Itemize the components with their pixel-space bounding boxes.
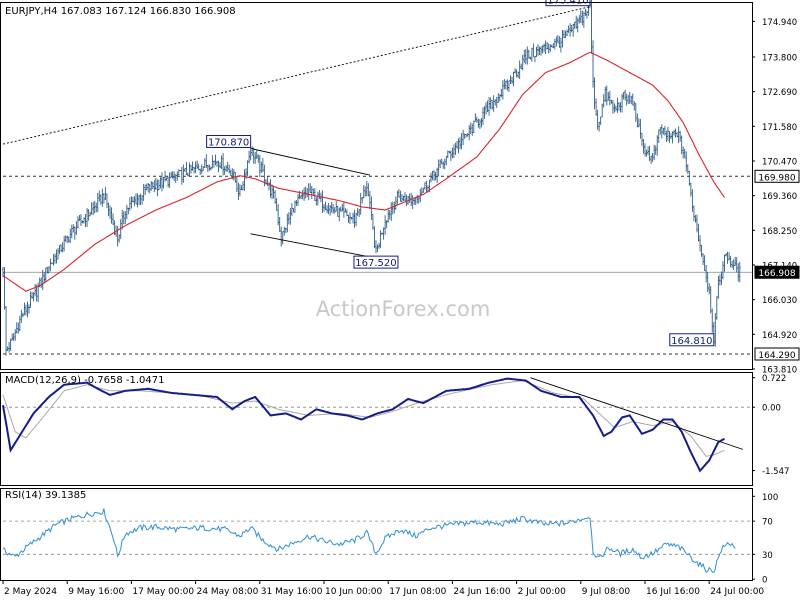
time-axis-label: 9 May 16:00	[68, 587, 124, 597]
time-axis-label: 17 May 00:00	[132, 587, 194, 597]
macd-axis-label: -1.547	[762, 467, 789, 477]
price-axis-label: 171.580	[762, 123, 797, 133]
price-axis-label: 174.940	[762, 18, 797, 28]
price-annotation-box	[669, 333, 715, 347]
price-axis-label: 169.360	[762, 192, 797, 202]
macd-title: MACD(12,26,9) -0.7658 -1.0471	[5, 375, 165, 386]
channel-upper	[250, 148, 370, 176]
rsi-title: RSI(14) 39.1385	[5, 490, 86, 501]
price-axis-label: 170.470	[762, 157, 797, 167]
macd-line	[2, 377, 726, 473]
price-level-label: 166.908	[758, 269, 795, 279]
price-axis-label: 166.030	[762, 296, 797, 306]
price-axis-label: 173.800	[762, 53, 797, 63]
time-axis-label: 24 Jul 00:00	[710, 587, 764, 597]
rsi-axis-label: 0	[762, 576, 767, 586]
time-axis-label: 31 May 16:00	[261, 587, 323, 597]
time-axis-label: 9 Jul 08:00	[582, 587, 631, 597]
rsi-axis-label: 70	[762, 518, 773, 528]
long-trendline	[2, 6, 591, 145]
rsi-axis-label: 30	[762, 551, 773, 561]
rsi-panel-frame	[0, 488, 753, 581]
moving-average-line	[2, 51, 725, 292]
macd-axis-label: 0.00	[762, 404, 781, 414]
price-axis-label: 164.920	[762, 331, 797, 341]
price-annotation-box	[353, 255, 399, 269]
macd-axis-label: 0.722	[762, 374, 786, 384]
price-annotation-label: 164.810	[671, 336, 712, 347]
rsi-line	[2, 508, 736, 573]
price-annotation-label: 170.870	[208, 137, 249, 148]
rsi-axis-label: 100	[762, 493, 778, 503]
macd-panel-frame	[0, 372, 753, 486]
price-axis-label: 163.810	[762, 366, 797, 376]
price-level-tag	[754, 265, 800, 279]
price-level-label: 169.980	[758, 173, 795, 183]
price-axis-label: 172.690	[762, 88, 797, 98]
macd-trendline	[530, 377, 743, 450]
price-annotation-label: 175.410	[547, 0, 588, 7]
price-level-tag	[754, 169, 800, 183]
channel-lower	[250, 233, 380, 260]
price-annotation-label: 167.520	[355, 258, 396, 269]
price-level-label: 164.290	[758, 351, 795, 361]
price-panel-frame	[0, 2, 753, 370]
price-axis-label: 168.250	[762, 227, 797, 237]
watermark: ActionForex.com	[316, 297, 491, 321]
time-axis-label: 10 Jun 00:00	[325, 587, 382, 597]
time-axis-label: 16 Jul 16:00	[646, 587, 700, 597]
price-annotation-box	[206, 134, 252, 148]
time-axis-label: 24 Jun 16:00	[453, 587, 510, 597]
time-axis-label: 24 May 08:00	[197, 587, 259, 597]
chart-header-info: EURJPY,H4 167.083 167.124 166.830 166.90…	[5, 6, 236, 17]
time-axis-label: 2 May 2024	[4, 587, 57, 597]
time-axis-label: 2 Jul 00:00	[518, 587, 567, 597]
time-axis-label: 17 Jun 08:00	[389, 587, 446, 597]
price-axis-label: 167.140	[762, 261, 797, 271]
price-level-tag	[754, 347, 800, 361]
